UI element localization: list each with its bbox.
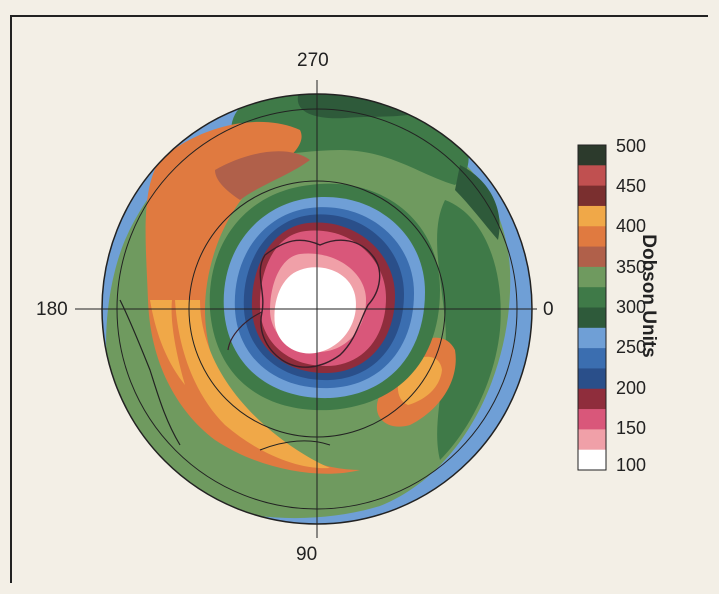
- legend-colorbar: [578, 145, 606, 471]
- legend-swatch: [578, 409, 606, 430]
- legend-label-200: 200: [616, 378, 647, 398]
- legend-swatch: [578, 429, 606, 451]
- zone-brown-band: [215, 151, 310, 200]
- label-0: 0: [543, 299, 554, 320]
- legend-colorbar-border: [577, 144, 607, 471]
- label-180: 180: [36, 299, 68, 320]
- zone-dark-green-right: [437, 200, 501, 460]
- label-270: 270: [297, 50, 329, 71]
- legend-title: Dobson Units: [638, 234, 659, 358]
- zone-hole-core: [274, 267, 356, 354]
- legend-swatch: [578, 348, 606, 369]
- legend-label-300: 300: [616, 297, 647, 317]
- legend-swatch: [578, 287, 606, 308]
- legend-swatch: [578, 246, 606, 268]
- coast-outline-bottom: [259, 440, 331, 451]
- legend-swatch: [578, 185, 606, 207]
- peninsula-outline: [227, 311, 263, 351]
- legend-swatch: [578, 226, 606, 248]
- legend-swatch: [578, 449, 606, 471]
- legend-label-150: 150: [616, 418, 647, 438]
- zone-yellow-collar-left: [175, 300, 330, 469]
- legend-swatch: [578, 368, 606, 390]
- legend-label-250: 250: [616, 337, 647, 357]
- legend-swatch: [578, 266, 606, 288]
- legend-swatch: [578, 145, 606, 166]
- zone-yellow-patch-left: [150, 300, 185, 385]
- legend-swatch: [578, 327, 606, 349]
- legend-swatch: [578, 388, 606, 410]
- legend-label-450: 450: [616, 176, 647, 196]
- south-america-outline: [119, 299, 181, 446]
- legend-label-500: 500: [616, 136, 647, 156]
- legend-swatch: [578, 307, 606, 329]
- ozone-map: [102, 94, 532, 524]
- figure-frame: [10, 15, 708, 583]
- legend-swatch: [578, 165, 606, 187]
- antarctica-outline: [259, 239, 381, 368]
- legend-swatch: [578, 205, 606, 227]
- legend-label-100: 100: [616, 455, 647, 475]
- legend-label-350: 350: [616, 257, 647, 277]
- legend-label-400: 400: [616, 216, 647, 236]
- zone-darkest-right: [455, 165, 500, 240]
- zone-darkest-top: [297, 94, 430, 119]
- label-90: 90: [296, 544, 318, 565]
